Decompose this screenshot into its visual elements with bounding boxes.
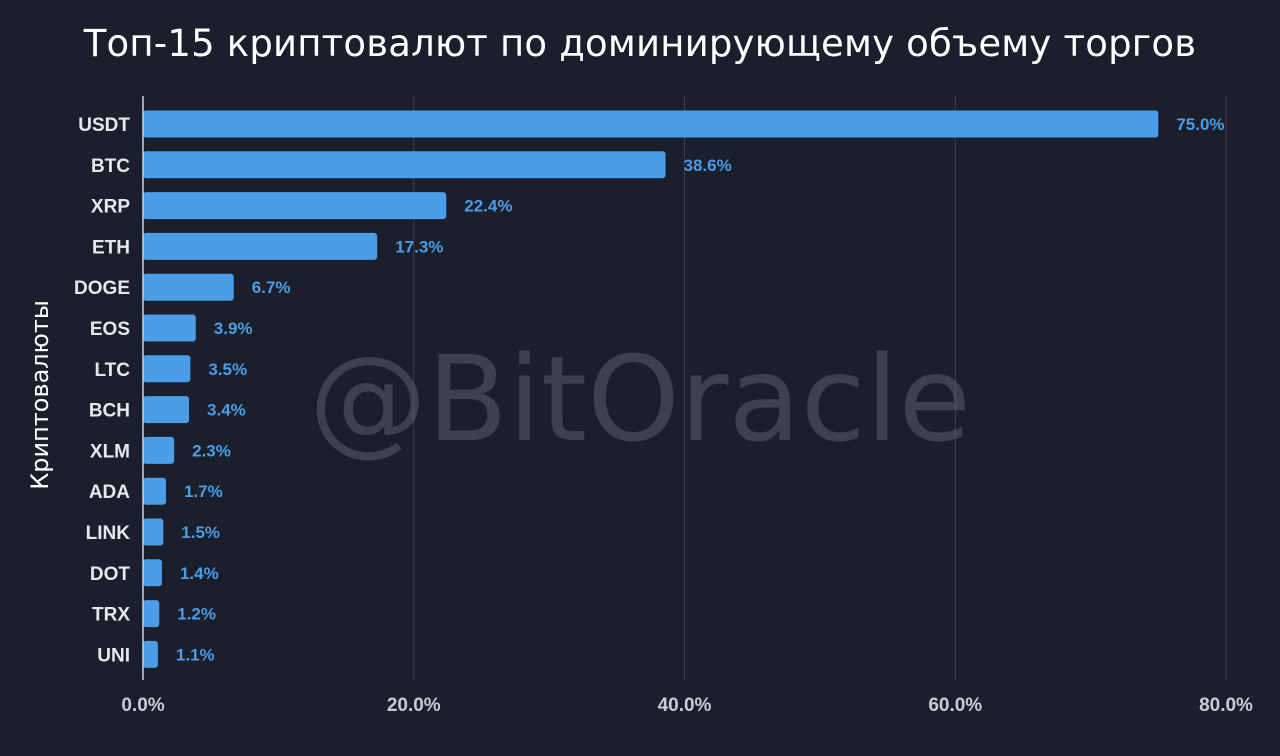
y-tick-label: UNI: [97, 645, 130, 666]
data-labels: 75.0% 38.6% 22.4% 17.3% 6.7% 3.9% 3.5% 3.4% 2.3%…: [176, 115, 1225, 664]
y-tick-label: XRP: [91, 197, 130, 218]
bar: [143, 110, 1159, 138]
y-tick-label: BTC: [91, 156, 130, 177]
data-label: 3.4%: [207, 401, 246, 420]
x-tick-label: 80.0%: [1199, 695, 1253, 716]
data-label: 1.2%: [177, 605, 216, 624]
data-label: 1.4%: [180, 564, 219, 583]
bars: [143, 110, 1159, 668]
x-tick-label: 60.0%: [928, 695, 982, 716]
bar: [143, 273, 234, 301]
y-tick-label: DOT: [90, 564, 131, 585]
y-tick-label: TRX: [92, 605, 130, 626]
y-tick-label: ADA: [89, 482, 130, 503]
data-label: 22.4%: [464, 197, 512, 216]
y-tick-label: DOGE: [74, 278, 130, 299]
bar: [143, 640, 158, 668]
data-label: 3.5%: [208, 360, 247, 379]
y-tick-label: BCH: [89, 401, 130, 422]
bar: [143, 232, 378, 260]
bar: [143, 518, 164, 546]
x-tick-label: 20.0%: [387, 695, 441, 716]
y-tick-label: USDT: [78, 115, 130, 136]
bar: [143, 151, 666, 179]
y-tick-label: XLM: [90, 441, 130, 462]
x-tick-label: 0.0%: [121, 695, 164, 716]
bar: [143, 436, 175, 464]
chart-title: Топ-15 криптовалют по доминирующему объе…: [83, 22, 1197, 65]
watermark: @BitOracle: [309, 330, 971, 468]
data-label: 1.5%: [181, 523, 220, 542]
y-tick-label: EOS: [90, 319, 130, 340]
y-tick-label: LTC: [94, 360, 130, 381]
y-tick-label: LINK: [86, 523, 131, 544]
x-tick-labels: 0.0% 20.0% 40.0% 60.0% 80.0%: [121, 695, 1253, 716]
y-tick-label: ETH: [92, 237, 130, 258]
data-label: 75.0%: [1176, 115, 1224, 134]
data-label: 6.7%: [252, 278, 291, 297]
data-label: 2.3%: [192, 441, 231, 460]
bar: [143, 192, 447, 220]
data-label: 38.6%: [684, 156, 732, 175]
y-tick-labels: USDT BTC XRP ETH DOGE EOS LTC BCH XLM ADA LINK DOT T…: [74, 115, 130, 666]
bar: [143, 396, 190, 424]
data-label: 3.9%: [214, 319, 253, 338]
data-label: 1.7%: [184, 482, 223, 501]
bar: [143, 477, 167, 505]
bar: [143, 600, 160, 628]
bar: [143, 355, 191, 383]
data-label: 17.3%: [395, 237, 443, 256]
bar: [143, 314, 196, 342]
data-label: 1.1%: [176, 645, 215, 664]
x-tick-label: 40.0%: [658, 695, 712, 716]
bar: [143, 559, 162, 587]
